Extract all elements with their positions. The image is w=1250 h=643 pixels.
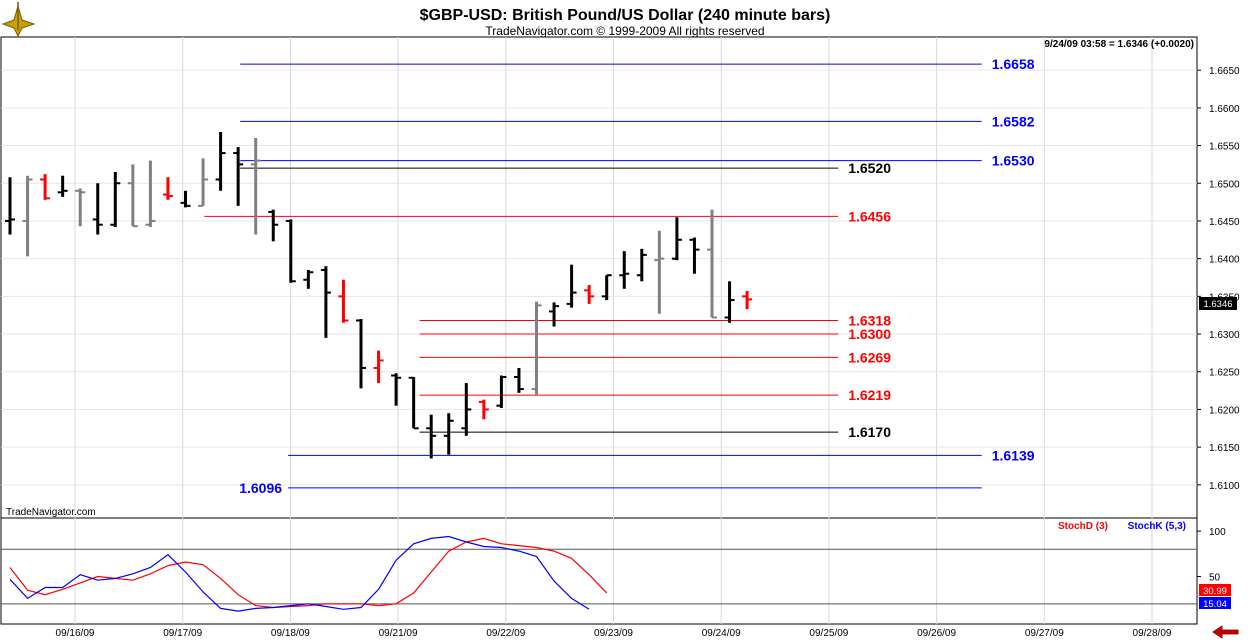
ohlc-bar [22,175,33,257]
level-label: 1.6139 [992,447,1035,463]
y-tick-label: 1.6200 [1209,405,1240,416]
y-tick-label: 1.6150 [1209,443,1240,454]
ohlc-bar [549,302,560,327]
stoch-series-line [9,535,590,612]
ohlc-bar [75,188,86,227]
ohlc-bar [461,383,472,436]
stochd-last-box [1199,584,1231,596]
x-tick-label: 09/26/09 [917,628,956,639]
x-tick-label: 09/21/09 [379,628,418,639]
level-label: 1.6170 [848,424,891,440]
chart-subtitle: TradeNavigator.com © 1999-2009 All right… [485,24,764,38]
ohlc-bar [250,138,261,235]
ohlc-bar [40,174,51,200]
ohlc-bar [636,248,647,282]
ohlc-bar [707,209,717,319]
ohlc-bar [654,230,665,314]
ohlc-bar [145,160,156,227]
level-label: 1.6318 [848,312,891,328]
y-tick-label: 1.6100 [1209,481,1240,492]
ohlc-bar [5,177,15,235]
last-price-box [1199,297,1237,310]
level-label: 1.6530 [992,153,1035,169]
x-tick-label: 09/17/09 [163,628,202,639]
ohlc-bar [724,281,735,323]
ohlc-bar [320,266,331,338]
last-price-label: 1.6346 [1203,299,1232,310]
stoch-series-line [9,537,608,609]
ohlc-bar [215,131,226,191]
stochd-legend: StochD (3) [1058,521,1108,532]
ohlc-bar [92,183,103,235]
ohlc-bar [233,147,244,206]
x-tick-label: 09/18/09 [271,628,310,639]
ohlc-bar [110,171,121,227]
y-tick-label: 1.6250 [1209,368,1240,379]
stochk-last-box [1199,597,1231,609]
ohlc-bar [338,279,349,323]
y-tick-label: 1.6650 [1209,66,1240,77]
level-label: 1.6582 [992,113,1035,129]
ohlc-bar [531,301,542,395]
x-tick-label: 09/25/09 [809,628,848,639]
x-tick-label: 09/27/09 [1025,628,1064,639]
ohlc-bar [198,158,209,207]
ohlc-bar [373,350,384,384]
ohlc-bar [443,413,454,455]
ohlc-bar [478,399,489,420]
y-tick-label: 1.6400 [1209,255,1240,266]
ohlc-bar [601,274,612,301]
x-tick-label: 09/23/09 [594,628,633,639]
ohlc-bar [408,376,419,430]
quote-readout: 9/24/09 03:58 = 1.6346 (+0.0020) [1044,39,1194,50]
ohlc-bar [303,269,314,289]
level-label: 1.6520 [848,160,891,176]
y-tick-label: 1.6600 [1209,104,1240,115]
stochd-last-value: 30.99 [1203,586,1227,597]
chart-title: $GBP-USD: British Pound/US Dollar (240 m… [420,7,831,24]
ohlc-bar [180,190,191,208]
ohlc-bar [268,209,279,242]
ohlc-bar [57,175,68,197]
ohlc-bar [356,318,366,389]
ohlc-bar [742,291,753,310]
level-label: 1.6456 [848,208,891,224]
chart-frame [0,36,1198,625]
level-label: 1.6300 [848,326,891,342]
scroll-left-button[interactable] [1212,625,1239,639]
stoch-tick-label: 100 [1209,527,1226,538]
ohlc-bar [584,285,595,304]
ohlc-bar [426,414,437,459]
level-label: 1.6269 [848,349,891,365]
ohlc-bar [671,217,682,261]
x-tick-label: 09/28/09 [1133,628,1172,639]
ohlc-bar [566,264,577,308]
stochk-last-value: 15.04 [1203,599,1227,610]
y-tick-label: 1.6500 [1209,179,1240,190]
y-tick-label: 1.6550 [1209,142,1240,153]
y-tick-label: 1.6300 [1209,330,1240,341]
watermark: TradeNavigator.com [6,507,96,518]
x-tick-label: 09/24/09 [702,628,741,639]
ohlc-bar [391,373,402,406]
y-tick-label: 1.6450 [1209,217,1240,228]
stoch-tick-label: 50 [1209,573,1221,584]
ohlc-bar [689,237,700,274]
level-label: 1.6096 [239,480,282,496]
ohlc-bar [162,177,173,200]
x-tick-label: 09/22/09 [486,628,525,639]
level-label: 1.6658 [992,56,1035,72]
arrow-left-icon[interactable] [1212,625,1239,639]
ohlc-bar [285,219,296,283]
level-label: 1.6219 [848,387,891,403]
ohlc-bar [513,367,524,393]
ohlc-bar [127,164,138,228]
ohlc-bar [496,375,507,408]
ohlc-bar [619,251,630,289]
stochk-legend: StochK (5,3) [1128,521,1186,532]
tradenavigator-logo [1,2,36,38]
x-tick-label: 09/16/09 [56,628,95,639]
